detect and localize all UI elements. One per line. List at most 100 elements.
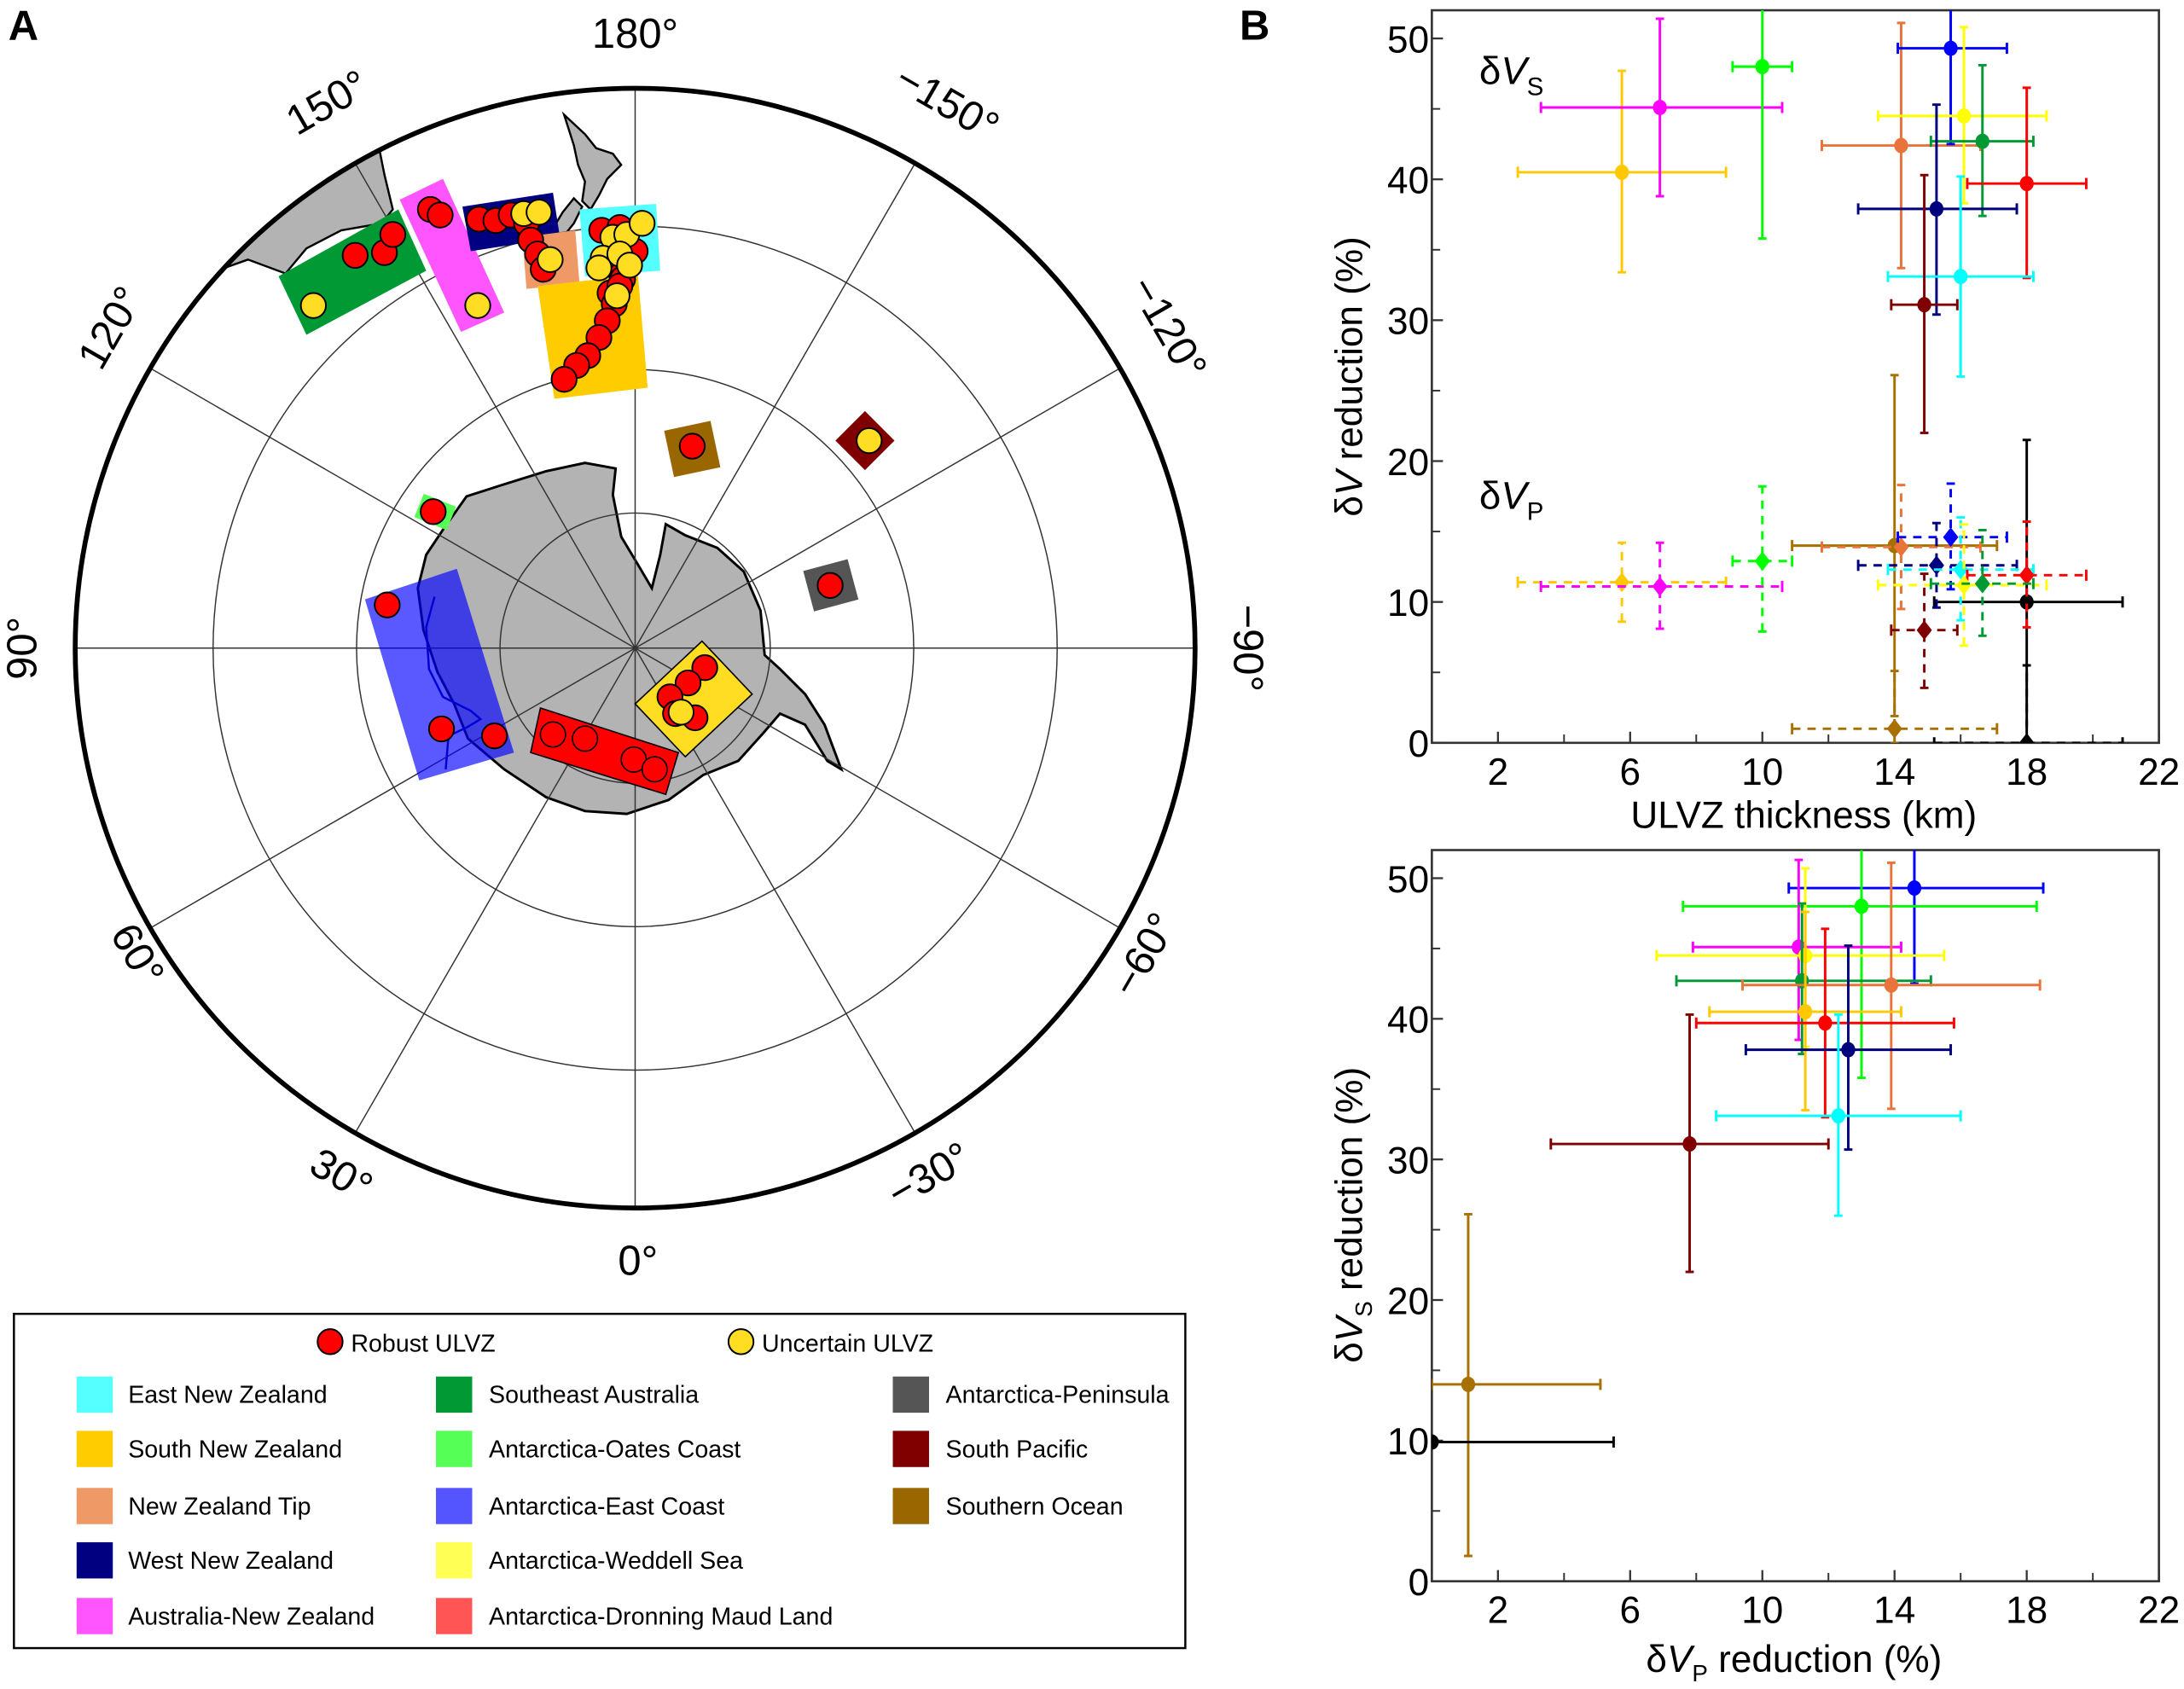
series-label-dvp: δVP xyxy=(1479,474,1544,526)
data-point-marker xyxy=(1755,59,1769,75)
x-tick-label: 14 xyxy=(1873,1590,1915,1632)
y-tick-label: 10 xyxy=(1387,583,1429,624)
data-point-marker xyxy=(1461,1376,1476,1392)
data-point-group xyxy=(1694,927,1955,1119)
legend-item: New Zealand Tip xyxy=(76,1488,311,1524)
robust-ulvz-marker xyxy=(674,669,702,697)
uncertain-ulvz-marker xyxy=(299,292,328,319)
robust-ulvz-legend-label: Robust ULVZ xyxy=(351,1330,495,1357)
y-tick-label: 40 xyxy=(1387,1000,1429,1042)
data-point-marker xyxy=(1798,1004,1813,1020)
legend-swatch xyxy=(892,1431,929,1467)
region-box-antarctica-dronning-maud-land xyxy=(530,706,680,796)
series-label-dvs: δVS xyxy=(1479,49,1544,102)
data-point-group xyxy=(1932,664,2124,743)
robust-ulvz-marker xyxy=(816,572,844,599)
robust-ulvz-marker xyxy=(341,241,369,270)
lon-label-m90: −90° xyxy=(1225,604,1271,692)
legend-item: Antarctica-East Coast xyxy=(436,1488,724,1524)
data-point-group xyxy=(1886,516,2035,622)
y-tick-label: 0 xyxy=(1409,1562,1430,1604)
robust-ulvz-marker xyxy=(539,721,566,748)
data-point-marker xyxy=(1886,718,1902,739)
data-point-marker xyxy=(1956,575,1972,595)
region-box-antarctica-east-coast xyxy=(364,568,514,781)
panel-a-label: A xyxy=(9,3,38,49)
y-tick-label: 0 xyxy=(1409,723,1430,765)
south-america-land xyxy=(948,820,1195,1183)
x-tick-label: 6 xyxy=(1620,752,1641,793)
graticule xyxy=(75,88,1195,1209)
legend-item: West New Zealand xyxy=(76,1541,334,1579)
data-point-marker xyxy=(1818,1015,1833,1031)
y-tick-label: 20 xyxy=(1387,442,1429,484)
data-point-marker xyxy=(1682,1136,1697,1152)
data-point-group xyxy=(1549,1013,1830,1274)
x-tick-label: 10 xyxy=(1741,752,1783,793)
data-point-group xyxy=(1821,21,1982,270)
data-marks xyxy=(1432,850,2045,1558)
axes: 2 6 10 14 18 22 0 10 20 30 40 50 xyxy=(1387,849,2180,1632)
lon-label-180: 180° xyxy=(592,11,678,57)
legend-swatch xyxy=(76,1541,113,1579)
legend-label: South New Zealand xyxy=(128,1436,342,1463)
data-point-group xyxy=(1821,484,1982,611)
data-point-marker xyxy=(2019,594,2034,610)
data-point-group xyxy=(1744,944,1953,1152)
legend-label: New Zealand Tip xyxy=(128,1493,311,1520)
data-point-group xyxy=(1890,572,1959,689)
legend-swatch xyxy=(892,1488,929,1524)
uncertain-ulvz-marker xyxy=(603,282,630,310)
legend-swatch xyxy=(76,1376,113,1413)
data-point-marker xyxy=(1831,1108,1846,1124)
data-point-group xyxy=(1715,1013,1962,1217)
data-point-marker xyxy=(1956,107,1972,124)
legend-item: South Pacific xyxy=(892,1431,1088,1467)
legend-swatch xyxy=(436,1598,473,1634)
legend-item: Southern Ocean xyxy=(892,1488,1124,1524)
y-tick-label: 30 xyxy=(1387,1140,1429,1181)
robust-ulvz-marker xyxy=(427,201,454,229)
x-tick-label: 18 xyxy=(2006,752,2048,793)
data-point-marker xyxy=(1907,880,1922,897)
y-tick-label: 40 xyxy=(1387,160,1429,202)
data-point-marker xyxy=(1652,577,1668,596)
data-point-marker xyxy=(1614,572,1630,592)
legend-label: Antarctica-Peninsula xyxy=(946,1382,1170,1409)
uncertain-ulvz-marker xyxy=(464,292,491,319)
uncertain-ulvz-marker xyxy=(667,699,695,726)
data-point-marker xyxy=(1929,200,1944,217)
meridian-line xyxy=(149,367,636,649)
data-point-group xyxy=(1655,867,1946,1048)
legend-item: East New Zealand xyxy=(76,1376,328,1413)
robust-ulvz-marker xyxy=(678,432,706,460)
top-y-axis-title: δV reduction (%) xyxy=(1329,236,1371,516)
robust-ulvz-marker xyxy=(379,221,407,248)
data-point-marker xyxy=(1943,527,1959,548)
y-tick-label: 50 xyxy=(1387,19,1429,61)
legend-box xyxy=(13,1312,1187,1650)
data-point-marker xyxy=(1884,977,1898,993)
data-point-marker xyxy=(2018,565,2035,585)
y-tick-label: 20 xyxy=(1387,1280,1429,1322)
robust-ulvz-marker xyxy=(427,715,456,743)
uncertain-ulvz-marker xyxy=(526,199,553,226)
legend-label: West New Zealand xyxy=(128,1547,334,1575)
legend-label: Antarctica-Dronning Maud Land xyxy=(489,1603,833,1630)
uncertain-ulvz-marker xyxy=(585,254,613,282)
data-point-group xyxy=(1682,850,2038,1080)
legend-items: East New Zealand South New Zealand New Zea… xyxy=(76,1376,1170,1634)
data-point-group xyxy=(1929,63,2035,218)
data-point-marker xyxy=(1754,551,1770,572)
robust-ulvz-marker xyxy=(374,591,401,618)
data-point-marker xyxy=(1894,137,1908,154)
robust-ulvz-marker xyxy=(691,653,718,682)
y-tick-label: 30 xyxy=(1387,301,1429,343)
axes: 2 6 10 14 18 22 0 10 20 30 40 50 xyxy=(1387,9,2180,793)
lon-label-120: 120° xyxy=(69,279,152,377)
region-box-antarctica-weddell-sea xyxy=(634,640,753,758)
new-zealand-north-island xyxy=(561,111,623,212)
map-legend: Robust ULVZ Uncertain ULVZ East New Zeal… xyxy=(13,1312,1187,1650)
legend-item: Antarctica-Dronning Maud Land xyxy=(436,1598,833,1634)
x-tick-label: 18 xyxy=(2006,1590,2048,1632)
